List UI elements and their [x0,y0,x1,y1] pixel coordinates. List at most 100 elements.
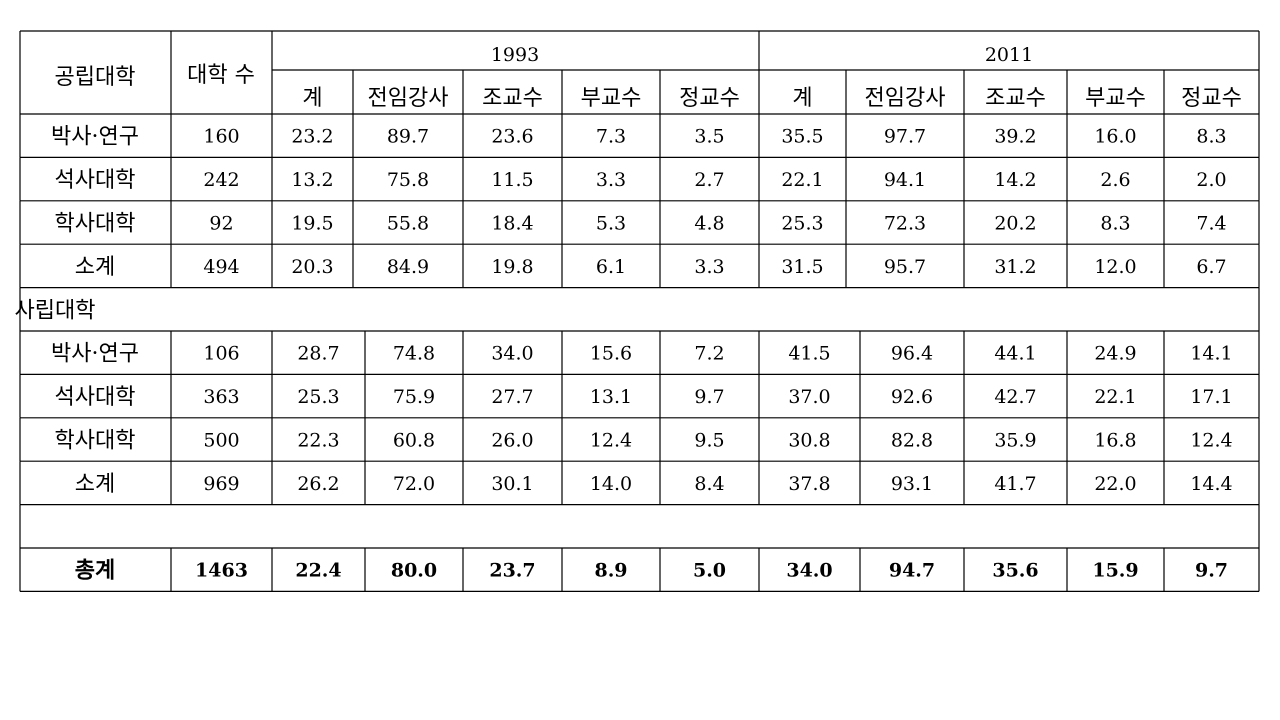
cell: 13.2 [291,169,333,191]
cell: 37.8 [788,473,830,495]
cell: 9.7 [1195,560,1228,582]
cell: 23.6 [491,126,533,148]
cell: 3.5 [694,126,724,148]
cell: 8.3 [1196,126,1226,148]
row-label: 학사대학 [55,429,136,454]
cell: 13.1 [590,386,632,408]
cell: 80.0 [391,560,437,582]
cell: 494 [203,256,239,278]
row-label: 석사대학 [55,385,136,410]
cell: 2.0 [1196,169,1226,191]
cell: 37.0 [788,386,830,408]
year-header: 2011 [985,44,1033,66]
cell: 94.1 [884,169,926,191]
group-header: 공립대학 [55,65,136,90]
cell: 27.7 [491,386,533,408]
cell: 8.9 [594,560,627,582]
cell: 22.4 [295,560,341,582]
column-header: 전임강사 [865,86,946,111]
row-label: 학사대학 [55,212,136,237]
cell: 30.1 [491,473,533,495]
cell: 92.6 [891,386,933,408]
cell: 18.4 [491,213,533,235]
cell: 19.8 [491,256,533,278]
cell: 8.4 [694,473,724,495]
cell: 14.1 [1190,343,1232,365]
column-header: 정교수 [679,86,740,111]
cell: 35.6 [992,560,1038,582]
section-label: 사립대학 [15,298,96,323]
cell: 20.2 [994,213,1036,235]
cell: 8.3 [1100,213,1130,235]
cell: 75.9 [393,386,435,408]
cell: 31.2 [994,256,1036,278]
cell: 35.9 [994,430,1036,452]
cell: 74.8 [393,343,435,365]
cell: 3.3 [694,256,724,278]
cell: 42.7 [994,386,1036,408]
column-header: 조교수 [985,86,1046,111]
cell: 9.5 [694,430,724,452]
column-header: 조교수 [482,86,543,111]
cell: 30.8 [788,430,830,452]
cell: 160 [203,126,239,148]
cell: 34.0 [491,343,533,365]
cell: 84.9 [387,256,429,278]
row-label: 총계 [75,558,115,584]
cell: 500 [203,430,239,452]
cell: 72.3 [884,213,926,235]
cell: 25.3 [297,386,339,408]
column-header: 부교수 [1085,86,1146,111]
cell: 97.7 [884,126,926,148]
cell: 3.3 [596,169,626,191]
cell: 7.2 [694,343,724,365]
cell: 12.0 [1094,256,1136,278]
cell: 4.8 [694,213,724,235]
cell: 1463 [195,560,248,582]
cell: 28.7 [297,343,339,365]
cell: 6.7 [1196,256,1226,278]
cell: 34.0 [786,560,832,582]
row-label: 소계 [75,472,115,497]
cell: 14.0 [590,473,632,495]
cell: 19.5 [291,213,333,235]
cell: 17.1 [1190,386,1232,408]
column-header: 정교수 [1181,86,1242,111]
cell: 94.7 [889,560,935,582]
cell: 95.7 [884,256,926,278]
cell: 41.7 [994,473,1036,495]
cell: 12.4 [1190,430,1232,452]
cell: 14.4 [1190,473,1232,495]
cell: 72.0 [393,473,435,495]
count-header: 대학 수 [187,63,255,88]
cell: 5.0 [693,560,726,582]
cell: 26.2 [297,473,339,495]
cell: 92 [209,213,233,235]
cell: 23.2 [291,126,333,148]
cell: 55.8 [387,213,429,235]
cell: 22.3 [297,430,339,452]
cell: 31.5 [781,256,823,278]
cell: 16.0 [1094,126,1136,148]
cell: 23.7 [489,560,535,582]
cell: 11.5 [491,169,533,191]
row-label: 석사대학 [55,168,136,193]
cell: 35.5 [781,126,823,148]
column-header: 계 [302,86,322,111]
cell: 5.3 [596,213,626,235]
column-header: 부교수 [581,86,642,111]
cell: 89.7 [387,126,429,148]
cell: 106 [203,343,239,365]
cell: 22.1 [781,169,823,191]
row-label: 박사·연구 [51,342,139,367]
cell: 26.0 [491,430,533,452]
cell: 75.8 [387,169,429,191]
row-label: 소계 [75,255,115,280]
cell: 25.3 [781,213,823,235]
cell: 44.1 [994,343,1036,365]
cell: 39.2 [994,126,1036,148]
cell: 9.7 [694,386,724,408]
cell: 24.9 [1094,343,1136,365]
cell: 82.8 [891,430,933,452]
